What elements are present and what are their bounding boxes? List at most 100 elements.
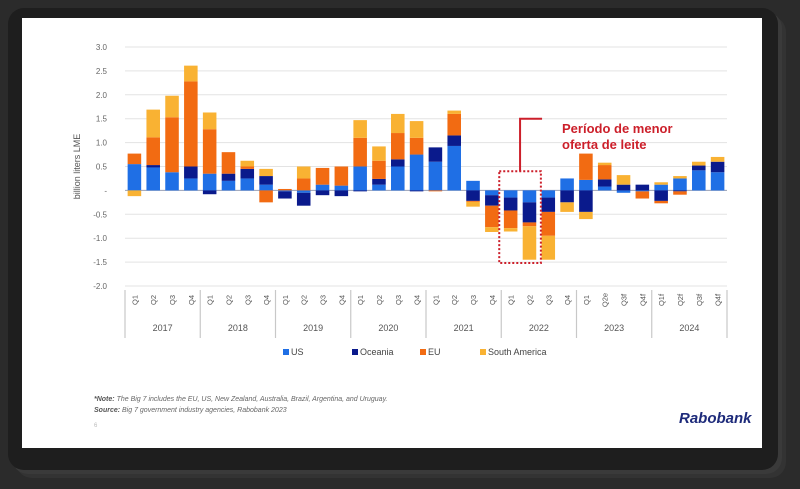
bar-segment-south-america (503, 228, 518, 232)
annotation-bracket (519, 117, 543, 172)
x-tick-label: Q2 (525, 295, 534, 305)
y-tick-label: -1.5 (93, 258, 107, 267)
x-tick-label: Q4 (337, 295, 346, 305)
bar-segment-oceania (673, 190, 687, 192)
x-group-label: 2019 (303, 323, 323, 333)
bar-segment-south-america (184, 65, 198, 82)
x-tick-label: Q2 (450, 295, 459, 305)
bar-segment-eu (673, 191, 687, 195)
x-tick-label: Q3 (243, 295, 252, 305)
x-tick-label: Q2 (224, 295, 233, 305)
x-tick-label: Q3f (620, 293, 629, 306)
bar-segment-oceania (503, 197, 518, 211)
bar-segment-eu (579, 153, 593, 180)
x-tick-label: Q4 (488, 295, 497, 305)
bar-segment-us (654, 184, 668, 191)
x-group-label: 2023 (604, 323, 624, 333)
note-text: The Big 7 includes the EU, US, New Zeala… (114, 396, 388, 403)
bar-segment-us (673, 178, 687, 191)
x-group-label: 2020 (378, 323, 398, 333)
source-label: Source: (94, 407, 121, 414)
bar-segment-south-america (447, 110, 461, 114)
slide: 3.0 2.5 2.0 1.5 1.0 0.5 - -0.5 -1.0 -1.5 -2.0 billi… (22, 18, 762, 448)
bar-segment-us (616, 190, 631, 193)
bar-segment-oceania (221, 173, 236, 181)
bar-segment-us (296, 190, 311, 193)
bar-segment-south-america (240, 160, 255, 167)
x-tick-label: Q1 (281, 295, 290, 305)
bar-segment-us (353, 166, 367, 191)
bar-segment-eu (353, 137, 367, 167)
source-text: Big 7 government industry agencies, Rabo… (120, 407, 287, 414)
bar-segment-oceania (259, 176, 273, 185)
footnote: *Note: The Big 7 includes the EU, US, Ne… (94, 394, 388, 416)
bar-segment-eu (315, 167, 330, 185)
bar-segment-us (372, 184, 386, 191)
bar-segment-us (221, 180, 236, 191)
y-tick-label: -1.0 (93, 234, 107, 243)
bar-segment-us (447, 145, 461, 191)
rabobank-logo: Rabobank (679, 410, 752, 427)
x-group-label: 2022 (529, 323, 549, 333)
bar-segment-oceania (485, 195, 499, 206)
bar-segment-south-america (541, 235, 556, 260)
bar-segment-eu (296, 178, 311, 191)
bar-segment-eu (334, 166, 349, 186)
bar-segment-oceania (372, 178, 386, 185)
x-tick-label: Q4 (413, 295, 422, 305)
annotation-line-2: oferta de leite (562, 137, 647, 152)
bar-segment-south-america (391, 113, 405, 134)
bar-segment-us (259, 184, 273, 191)
x-tick-label: Q1f (657, 293, 666, 306)
bar-segment-oceania (146, 165, 160, 168)
bar-segment-south-america (522, 226, 537, 260)
bar-segment-us (485, 190, 499, 196)
x-group-label: 2021 (454, 323, 474, 333)
bar-segment-south-america (597, 162, 612, 166)
page-number: 6 (94, 423, 98, 429)
bar-segment-oceania (597, 179, 612, 187)
x-tick-label: Q4f (638, 293, 647, 306)
x-group-label: 2018 (228, 323, 248, 333)
y-tick-label: 0.5 (96, 163, 108, 172)
bar-segment-oceania (654, 190, 668, 201)
bar-segment-oceania (278, 191, 292, 199)
bar-segment-us (466, 180, 480, 191)
bar-segment-us (146, 167, 160, 191)
bar-segment-south-america (127, 190, 142, 197)
bar-segment-eu (278, 188, 292, 191)
bar-segment-us (522, 190, 537, 203)
bar-segment-oceania (353, 190, 367, 192)
bar-segment-south-america (409, 121, 424, 138)
bar-segment-south-america (654, 182, 668, 185)
bar-segment-us (409, 154, 424, 191)
x-tick-label: Q3 (544, 295, 553, 305)
bar-segment-oceania (391, 159, 405, 167)
bar-segment-eu (221, 152, 236, 174)
x-tick-label: Q4 (563, 295, 572, 305)
bar-segment-oceania (315, 190, 330, 196)
bar-segment-us (692, 170, 706, 191)
y-tick-label: 2.0 (96, 91, 108, 100)
bar-segment-south-america (485, 227, 499, 232)
bar-segment-eu (485, 205, 499, 228)
x-tick-label: Q1 (356, 295, 365, 305)
legend-swatch-us (283, 349, 289, 355)
x-tick-label: Q2 (149, 295, 158, 305)
bar-segment-south-america (466, 201, 480, 207)
bar-segment-us (635, 190, 650, 192)
note-label: *Note: (94, 396, 115, 403)
bar-segment-south-america (259, 168, 273, 177)
bar-segment-south-america (146, 109, 160, 138)
y-tick-label: - (104, 186, 107, 195)
bar-segment-south-america (673, 176, 687, 179)
y-tick-label: 1.0 (96, 139, 108, 148)
bar-segment-eu (541, 211, 556, 236)
bar-segment-oceania (692, 165, 706, 171)
x-tick-label: Q2 (300, 295, 309, 305)
annotation-line-1: Período de menor (562, 121, 673, 136)
legend-swatch-eu (420, 349, 426, 355)
x-tick-label: Q3f (695, 293, 704, 306)
x-tick-label: Q1 (582, 295, 591, 305)
annotation-text: Período de menor oferta de leite (562, 121, 673, 153)
